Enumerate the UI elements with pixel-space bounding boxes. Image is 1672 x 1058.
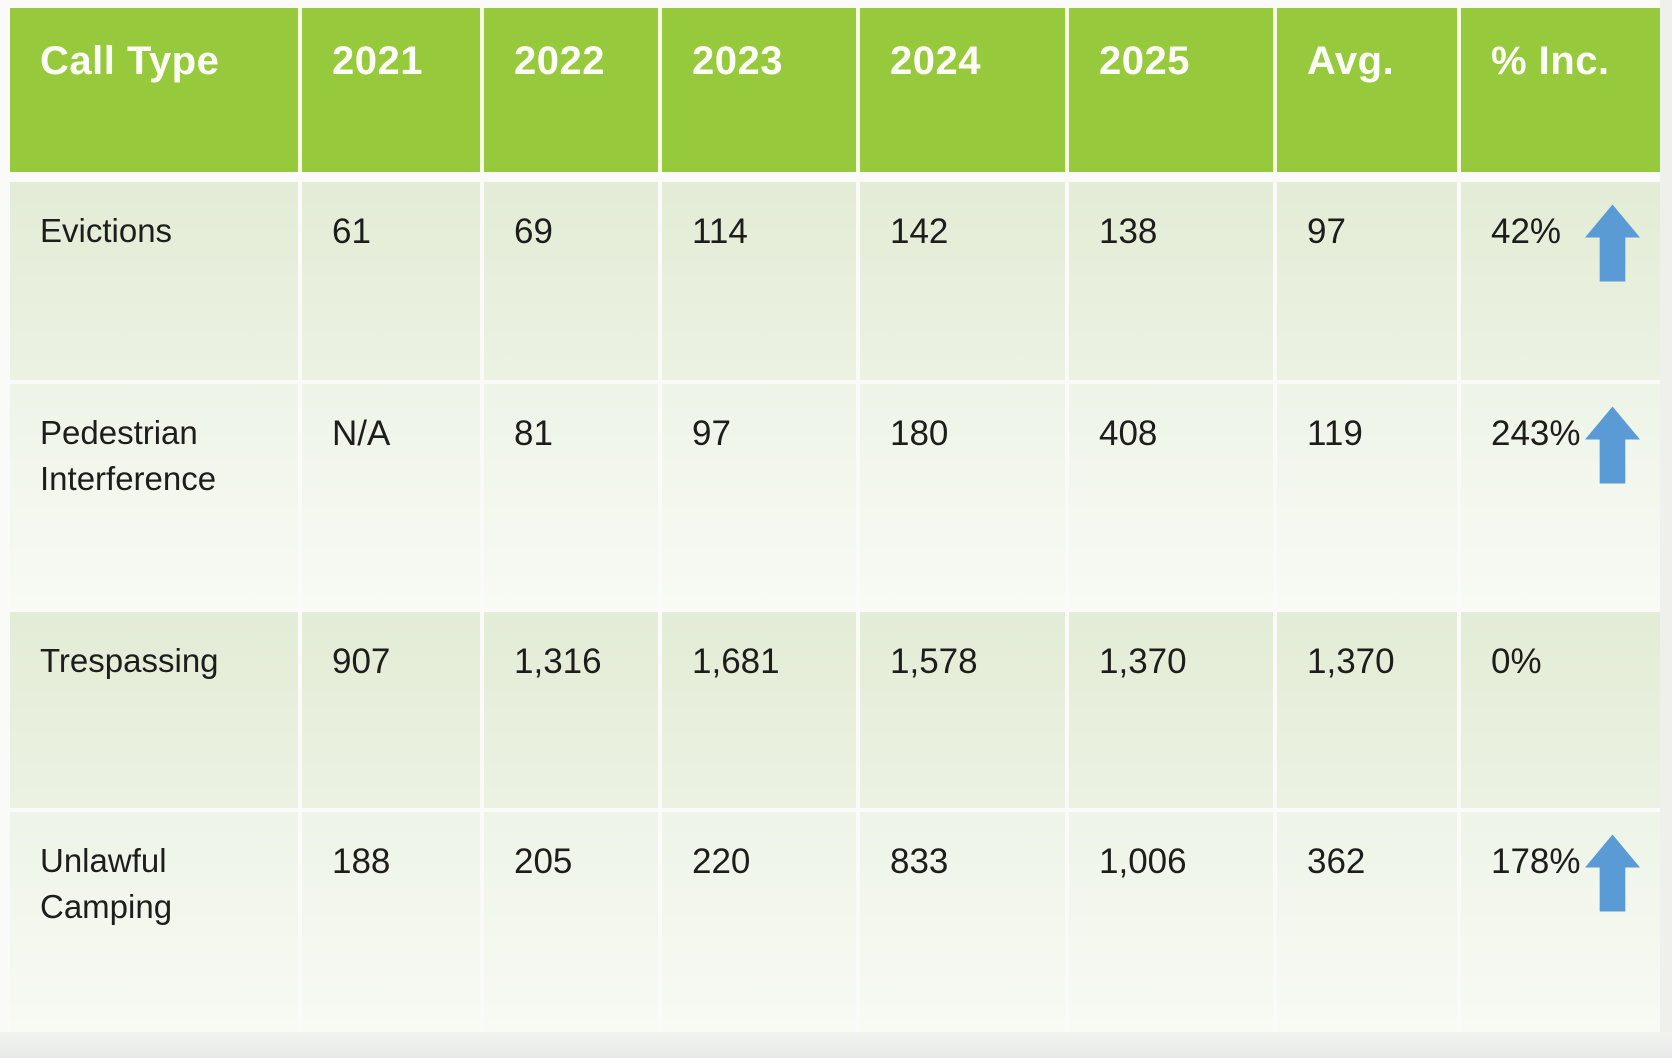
value-cell-2023: 97 [662,384,856,608]
call-type-cell: Trespassing [10,612,298,808]
column-header-inc: % Inc. [1461,8,1662,172]
value-cell-2025: 1,006 [1069,812,1273,1034]
column-header-2022: 2022 [484,8,658,172]
pct-inc-value: 243% [1491,414,1581,453]
value-cell-2024: 180 [860,384,1065,608]
pct-inc-cell: 243% [1461,384,1662,608]
pct-inc-value: 0% [1491,642,1542,681]
call-type-cell: Pedestrian Interference [10,384,298,608]
column-header-avg: Avg. [1277,8,1457,172]
value-cell-2022: 81 [484,384,658,608]
value-cell-avg: 119 [1277,384,1457,608]
value-cell-2021: 188 [302,812,480,1034]
table-row-evictions: Evictions 61 69 114 142 138 97 42% [10,182,1662,380]
value-cell-2025: 138 [1069,182,1273,380]
trend-up-arrow-icon [1585,406,1640,484]
value-cell-2021: N/A [302,384,480,608]
slide-right-edge [1660,0,1672,1058]
pct-inc-cell: 42% [1461,182,1662,380]
call-type-cell: Evictions [10,182,298,380]
value-cell-2022: 69 [484,182,658,380]
value-cell-2022: 205 [484,812,658,1034]
table-row-unlawful-camping: Unlawful Camping 188 205 220 833 1,006 362 178% [10,812,1662,1034]
trend-up-arrow-icon [1585,834,1640,912]
pct-inc-cell: 178% [1461,812,1662,1034]
value-cell-2023: 220 [662,812,856,1034]
slide-bottom-edge [0,1032,1672,1058]
call-type-cell: Unlawful Camping [10,812,298,1034]
column-header-2021: 2021 [302,8,480,172]
table-row-trespassing: Trespassing 907 1,316 1,681 1,578 1,370 1,370 0… [10,612,1662,808]
column-header-2023: 2023 [662,8,856,172]
value-cell-2024: 1,578 [860,612,1065,808]
value-cell-2021: 907 [302,612,480,808]
value-cell-avg: 97 [1277,182,1457,380]
value-cell-2025: 408 [1069,384,1273,608]
value-cell-2021: 61 [302,182,480,380]
pct-inc-value: 178% [1491,842,1581,881]
pct-inc-cell: 0% [1461,612,1662,808]
table-header-row: Call Type 2021 2022 2023 2024 2025 Avg.% Inc. [10,8,1662,172]
pct-inc-value: 42% [1491,212,1562,251]
value-cell-2023: 114 [662,182,856,380]
column-header-2025: 2025 [1069,8,1273,172]
trend-up-arrow-icon [1585,204,1640,282]
value-cell-2024: 142 [860,182,1065,380]
value-cell-2024: 833 [860,812,1065,1034]
value-cell-2025: 1,370 [1069,612,1273,808]
value-cell-2022: 1,316 [484,612,658,808]
data-table: Call Type 2021 2022 2023 2024 2025 Avg.% Inc. … [10,8,1662,1034]
value-cell-avg: 362 [1277,812,1457,1034]
column-header-2024: 2024 [860,8,1065,172]
column-header-call-type: Call Type [10,8,298,172]
value-cell-2023: 1,681 [662,612,856,808]
table-row-pedestrian-interference: Pedestrian Interference N/A 81 97 180 408 119 2… [10,384,1662,608]
value-cell-avg: 1,370 [1277,612,1457,808]
